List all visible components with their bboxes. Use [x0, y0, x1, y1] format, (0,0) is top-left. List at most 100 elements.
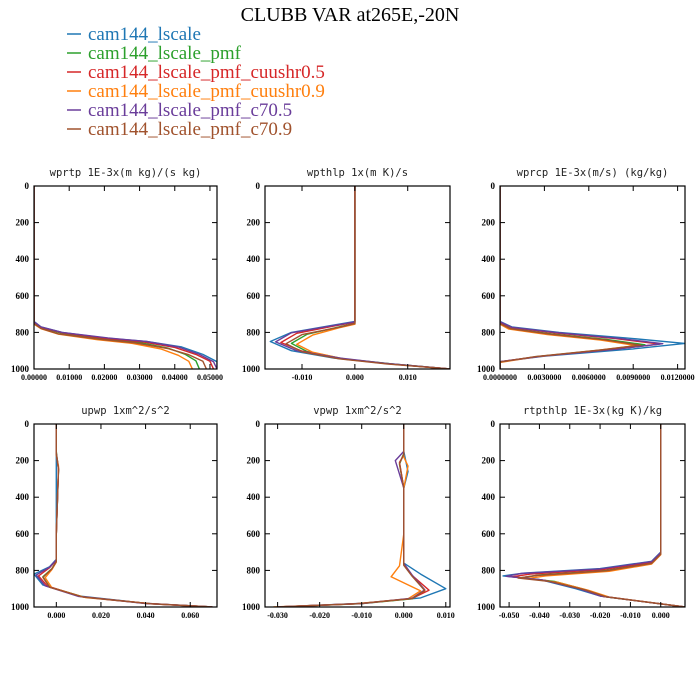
y-tick-label: 0: [256, 181, 261, 191]
series-group: [269, 186, 450, 369]
panel-title: upwp 1xm^2/s^2: [81, 405, 170, 417]
x-tick-label: 0.060: [181, 611, 199, 620]
y-tick-label: 0: [256, 419, 261, 429]
x-tick-label: 0.04000: [162, 373, 188, 382]
x-tick-label: 0.02000: [91, 373, 117, 382]
chart-panel: vpwp 1xm^2/s^2 0 200 400 600 800 1000 -0.030 -0.…: [242, 405, 455, 620]
series-line-cam144-lscale-pmf-c70-9: [500, 186, 642, 369]
y-tick-label: 200: [16, 456, 30, 466]
x-tick-label: 0.03000: [127, 373, 153, 382]
chart-panel: wprtp 1E-3x(m kg)/(s kg) 0 200 400 600 800 100…: [11, 167, 223, 382]
x-tick-label: -0.020: [309, 611, 330, 620]
x-tick-label: 0.000: [652, 611, 670, 620]
legend-item: cam144_lscale_pmf_c70.5: [67, 100, 292, 121]
series-group: [500, 186, 685, 369]
y-tick-label: 800: [247, 327, 261, 337]
x-tick-label: 0.0060000: [572, 373, 606, 382]
series-line-cam144-lscale-pmf: [290, 186, 450, 369]
legend-label: cam144_lscale_pmf_c70.5: [88, 100, 292, 121]
chart-panel: rtpthlp 1E-3x(kg K)/kg02004006008001000-…: [477, 405, 686, 620]
series-line-cam144-lscale-pmf-c70-9: [517, 424, 685, 607]
series-line-cam144-lscale-pmf-c70-5: [34, 186, 217, 369]
series-line-cam144-lscale-pmf-cuushr0-9: [34, 186, 194, 369]
series-line-cam144-lscale: [277, 424, 447, 607]
series-group: [273, 424, 447, 607]
x-tick-label: -0.040: [529, 611, 550, 620]
y-tick-label: 600: [16, 291, 30, 301]
series-line-cam144-lscale-pmf-c70-9: [277, 424, 426, 607]
plot-frame: [499, 185, 686, 370]
plot-frame: [499, 423, 686, 608]
x-tick-label: -0.030: [267, 611, 288, 620]
y-tick-label: 1000: [11, 602, 30, 612]
panel-title: vpwp 1xm^2/s^2: [313, 405, 402, 417]
series-line-cam144-lscale: [269, 186, 450, 369]
series-line-cam144-lscale-pmf-c70-9: [285, 186, 450, 369]
y-tick-label: 0: [25, 181, 30, 191]
series-line-cam144-lscale-pmf: [42, 424, 213, 607]
series-group: [34, 424, 213, 607]
x-tick-label: -0.030: [559, 611, 580, 620]
y-tick-label: 600: [247, 529, 261, 539]
y-tick-label: 600: [16, 529, 30, 539]
series-line-cam144-lscale-pmf-cuushr0-9: [273, 424, 422, 607]
y-tick-label: 0: [491, 419, 496, 429]
y-tick-label: 400: [247, 492, 261, 502]
y-tick-label: 800: [482, 327, 496, 337]
series-line-cam144-lscale-pmf-cuushr0-5: [500, 186, 661, 369]
legend-item: cam144_lscale_pmf_cuushr0.5: [67, 62, 325, 83]
plot-frame: [33, 423, 218, 608]
series-line-cam144-lscale-pmf-cuushr0-9: [296, 186, 450, 369]
y-tick-label: 400: [482, 254, 496, 264]
series-line-cam144-lscale-pmf-cuushr0-5: [277, 424, 430, 607]
chart-panel: wpthlp 1x(m K)/s 0 200 400 600 800 1000 -0.010 0…: [242, 167, 451, 382]
series-line-cam144-lscale-pmf-c70-9: [42, 424, 213, 607]
series-line-cam144-lscale: [500, 186, 685, 369]
x-tick-label: -0.010: [620, 611, 641, 620]
x-tick-label: 0.040: [137, 611, 155, 620]
y-tick-label: 200: [247, 218, 261, 228]
series-group: [34, 186, 217, 369]
y-tick-label: 200: [482, 218, 496, 228]
series-group: [502, 424, 685, 607]
x-tick-label: 0.000: [395, 611, 413, 620]
y-tick-label: 400: [247, 254, 261, 264]
y-tick-label: 800: [247, 565, 261, 575]
series-line-cam144-lscale-pmf: [500, 186, 646, 369]
x-tick-label: 0.020: [92, 611, 110, 620]
y-tick-label: 800: [16, 565, 30, 575]
x-tick-label: 0.010: [437, 611, 455, 620]
legend-item: cam144_lscale_pmf_c70.9: [67, 119, 292, 140]
series-line-cam144-lscale-pmf: [277, 424, 426, 607]
legend-label: cam144_lscale_pmf_cuushr0.9: [88, 81, 325, 102]
plot-frame: [264, 423, 451, 608]
legend-label: cam144_lscale_pmf_cuushr0.5: [88, 62, 325, 83]
y-tick-label: 600: [247, 291, 261, 301]
legend-label: cam144_lscale: [88, 24, 201, 45]
series-line-cam144-lscale-pmf-cuushr0-5: [37, 424, 213, 607]
y-tick-label: 800: [16, 327, 30, 337]
panel-title: wpthlp 1x(m K)/s: [307, 167, 408, 179]
y-tick-label: 1000: [242, 602, 261, 612]
series-line-cam144-lscale: [34, 424, 213, 607]
y-tick-label: 1000: [477, 364, 496, 374]
series-line-cam144-lscale-pmf-c70-9: [34, 186, 208, 369]
x-tick-label: -0.010: [292, 373, 313, 382]
x-tick-label: 0.000: [47, 611, 65, 620]
series-line-cam144-lscale-pmf-c70-5: [35, 424, 213, 607]
x-tick-label: -0.020: [590, 611, 611, 620]
legend-label: cam144_lscale_pmf_c70.9: [88, 119, 292, 140]
x-tick-label: 0.0120000: [661, 373, 695, 382]
y-tick-label: 400: [16, 492, 30, 502]
legend-label: cam144_lscale_pmf: [88, 43, 242, 64]
legend-item: cam144_lscale_pmf_cuushr0.9: [67, 81, 325, 102]
legend-item: cam144_lscale: [67, 24, 201, 45]
series-line-cam144-lscale-pmf-cuushr0-5: [280, 186, 450, 369]
plot-frame: [264, 185, 451, 370]
series-line-cam144-lscale-pmf-c70-5: [505, 424, 685, 607]
series-line-cam144-lscale-pmf-cuushr0-9: [44, 424, 213, 607]
y-tick-label: 0: [25, 419, 30, 429]
x-tick-label: 0.0030000: [527, 373, 561, 382]
panels: wprtp 1E-3x(m kg)/(s kg) 0 200 400 600 800 100…: [11, 167, 695, 620]
